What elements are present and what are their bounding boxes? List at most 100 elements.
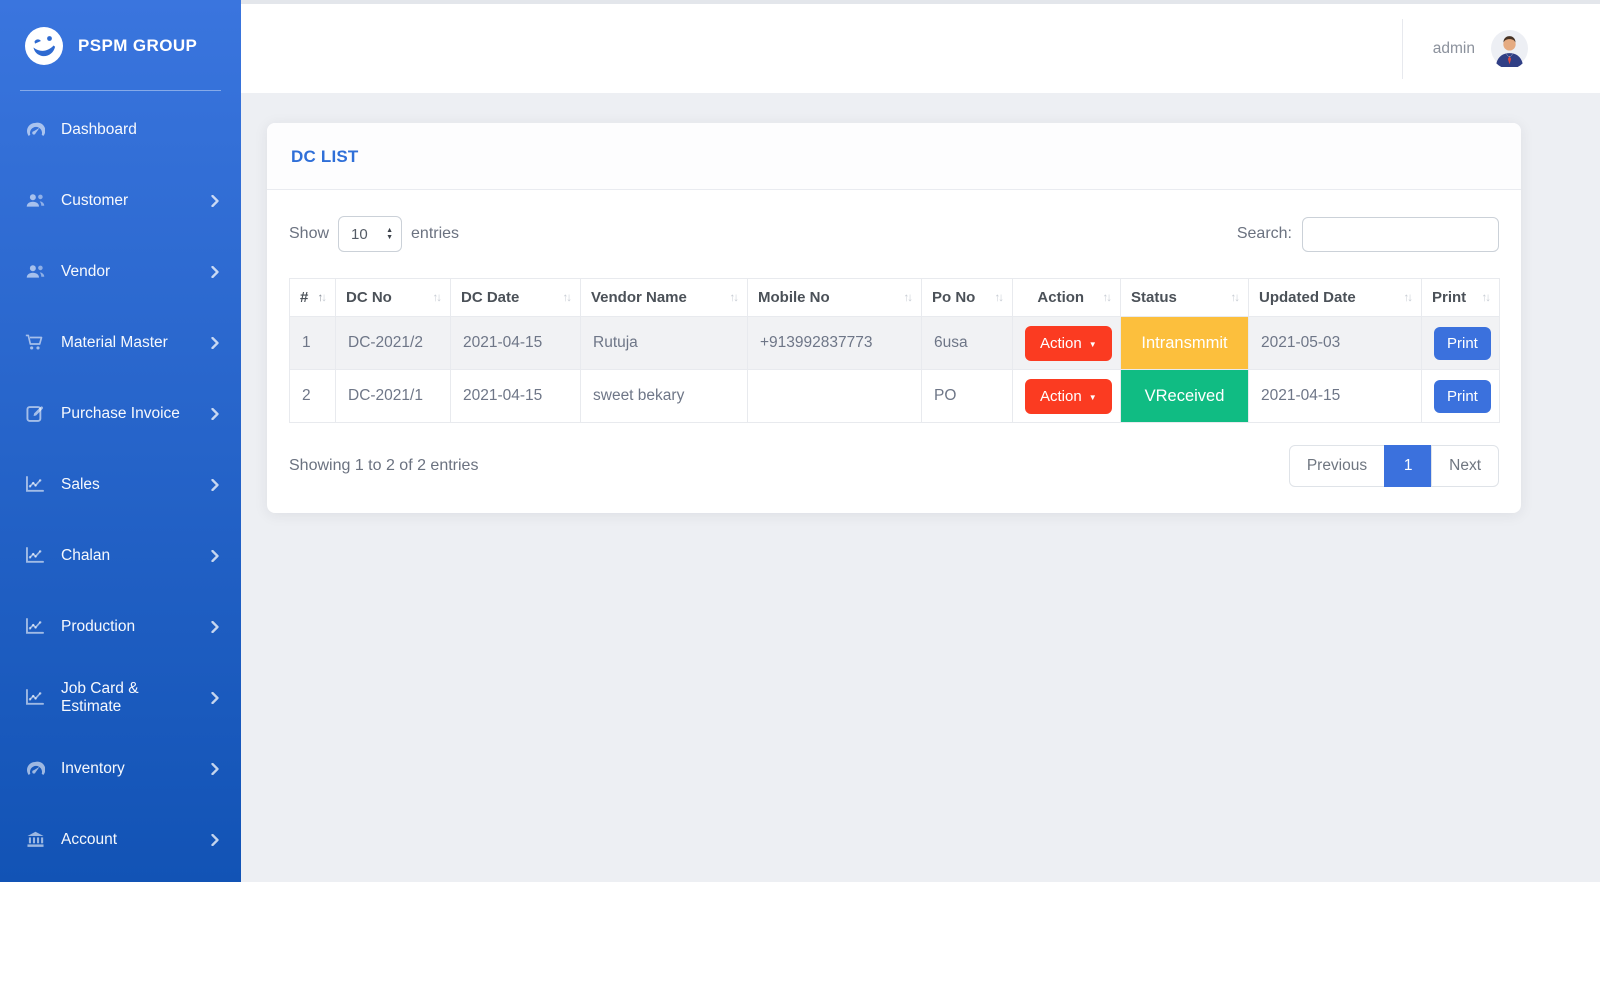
table-row: 2 DC-2021/1 2021-04-15 sweet bekary PO A… xyxy=(289,369,1500,423)
users-icon xyxy=(24,263,46,280)
chevron-right-icon xyxy=(211,265,219,278)
sort-icon: ↑↓ xyxy=(1403,291,1413,304)
search-control: Search: xyxy=(1236,216,1499,252)
status-badge: VReceived xyxy=(1121,370,1248,422)
search-input[interactable] xyxy=(1302,216,1499,252)
sidebar-item-customer[interactable]: Customer xyxy=(0,165,241,236)
cell-print: Print xyxy=(1421,369,1500,423)
cell-dc-date: 2021-04-15 xyxy=(450,316,581,370)
cell-dc-date: 2021-04-15 xyxy=(450,369,581,423)
page-title: DC LIST xyxy=(291,147,359,166)
table-header: # ↑↓ DC No ↑↓ DC Date ↑↓ Vendor Name ↑↓ Mobi… xyxy=(289,278,1500,317)
status-badge: Intransmmit xyxy=(1121,317,1248,369)
brand-name: PSPM GROUP xyxy=(78,36,198,55)
column-header-status[interactable]: Status ↑↓ xyxy=(1120,278,1249,317)
column-header-dc-date[interactable]: DC Date ↑↓ xyxy=(450,278,581,317)
sidebar-item-label: Job Card & Estimate xyxy=(61,679,139,715)
sidebar-item-production[interactable]: Production xyxy=(0,591,241,662)
select-arrows-icon: ▲ ▼ xyxy=(386,227,394,241)
username: admin xyxy=(1432,39,1475,57)
chevron-right-icon xyxy=(211,478,219,491)
tachometer-icon xyxy=(24,759,46,779)
sort-icon: ↑↓ xyxy=(1102,291,1111,304)
cell-mobile xyxy=(747,369,922,423)
chevron-right-icon xyxy=(211,762,219,775)
pagination-next[interactable]: Next xyxy=(1431,445,1499,487)
user-menu[interactable]: admin xyxy=(1401,18,1600,79)
column-header-updated-date[interactable]: Updated Date ↑↓ xyxy=(1248,278,1422,317)
chart-line-icon xyxy=(24,476,46,493)
page-length-select[interactable]: 10 ▲ ▼ xyxy=(338,216,403,252)
caret-down-icon: ▼ xyxy=(1088,392,1097,402)
column-header-print[interactable]: Print ↑↓ xyxy=(1421,278,1500,317)
sidebar: PSPM GROUP Dashboard Customer xyxy=(0,0,241,882)
sidebar-item-label: Vendor xyxy=(61,262,111,280)
chart-line-icon xyxy=(24,618,46,635)
sort-icon: ↑↓ xyxy=(432,291,442,304)
print-button[interactable]: Print xyxy=(1434,326,1491,360)
entries-label: entries xyxy=(411,225,460,242)
sidebar-item-label: Material Master xyxy=(61,333,168,351)
cell-vendor: Rutuja xyxy=(580,316,748,370)
column-header-action[interactable]: Action ↑↓ xyxy=(1012,278,1121,317)
sidebar-item-dashboard[interactable]: Dashboard xyxy=(0,94,241,165)
cell-status: Intransmmit xyxy=(1120,316,1249,370)
pagination: Previous 1 Next xyxy=(1288,445,1499,487)
cart-icon xyxy=(24,334,46,351)
column-header-mobile-no[interactable]: Mobile No ↑↓ xyxy=(747,278,922,317)
sidebar-item-label: Dashboard xyxy=(61,120,137,138)
column-header-num[interactable]: # ↑↓ xyxy=(289,278,336,317)
cell-po-no: PO xyxy=(921,369,1013,423)
page-length-value: 10 xyxy=(351,225,368,243)
dc-table: # ↑↓ DC No ↑↓ DC Date ↑↓ Vendor Name ↑↓ Mobi… xyxy=(289,278,1500,423)
chevron-right-icon xyxy=(211,336,219,349)
card-body: Show 10 ▲ ▼ entries Search: xyxy=(267,190,1521,513)
chevron-right-icon xyxy=(211,549,219,562)
cell-action: Action ▼ xyxy=(1012,369,1121,423)
brand[interactable]: PSPM GROUP xyxy=(0,0,241,90)
cell-action: Action ▼ xyxy=(1012,316,1121,370)
cell-dc-no: DC-2021/2 xyxy=(335,316,451,370)
cell-print: Print xyxy=(1421,316,1500,370)
avatar xyxy=(1491,30,1528,67)
page-length-control: Show 10 ▲ ▼ entries xyxy=(289,216,459,252)
cell-dc-no: DC-2021/1 xyxy=(335,369,451,423)
action-button[interactable]: Action ▼ xyxy=(1025,325,1112,361)
pagination-page-1[interactable]: 1 xyxy=(1384,445,1433,487)
sidebar-item-account[interactable]: Account xyxy=(0,804,241,875)
sidebar-item-label: Sales xyxy=(61,475,100,493)
sidebar-item-label: Purchase Invoice xyxy=(61,404,180,422)
sidebar-item-chalan[interactable]: Chalan xyxy=(0,520,241,591)
chevron-right-icon xyxy=(211,194,219,207)
print-button[interactable]: Print xyxy=(1434,379,1491,413)
search-label: Search: xyxy=(1236,225,1292,242)
sort-icon: ↑↓ xyxy=(562,291,572,304)
sidebar-item-label: Production xyxy=(61,617,136,635)
column-header-vendor-name[interactable]: Vendor Name ↑↓ xyxy=(580,278,748,317)
sidebar-item-job-card-estimate[interactable]: Job Card & Estimate xyxy=(0,662,241,733)
cell-num: 1 xyxy=(289,316,336,370)
action-button[interactable]: Action ▼ xyxy=(1025,378,1112,414)
cell-num: 2 xyxy=(289,369,336,423)
sort-icon: ↑↓ xyxy=(903,291,913,304)
pagination-previous[interactable]: Previous xyxy=(1288,445,1386,487)
sidebar-item-purchase-invoice[interactable]: Purchase Invoice xyxy=(0,378,241,449)
card-header: DC LIST xyxy=(267,123,1521,190)
table-row: 1 DC-2021/2 2021-04-15 Rutuja +913992837… xyxy=(289,316,1500,370)
column-header-dc-no[interactable]: DC No ↑↓ xyxy=(335,278,451,317)
sidebar-item-sales[interactable]: Sales xyxy=(0,449,241,520)
sidebar-item-material-master[interactable]: Material Master xyxy=(0,307,241,378)
chevron-right-icon xyxy=(211,407,219,420)
tachometer-icon xyxy=(24,120,46,140)
column-header-po-no[interactable]: Po No ↑↓ xyxy=(921,278,1013,317)
sort-icon: ↑↓ xyxy=(1481,291,1491,304)
sidebar-item-inventory[interactable]: Inventory xyxy=(0,733,241,804)
table-footer: Showing 1 to 2 of 2 entries Previous 1 N… xyxy=(289,445,1499,487)
sidebar-divider xyxy=(20,90,221,91)
sidebar-item-vendor[interactable]: Vendor xyxy=(0,236,241,307)
sidebar-item-label: Inventory xyxy=(61,759,125,777)
cell-vendor: sweet bekary xyxy=(580,369,748,423)
table-controls: Show 10 ▲ ▼ entries Search: xyxy=(289,216,1499,252)
chart-line-icon xyxy=(24,689,46,706)
